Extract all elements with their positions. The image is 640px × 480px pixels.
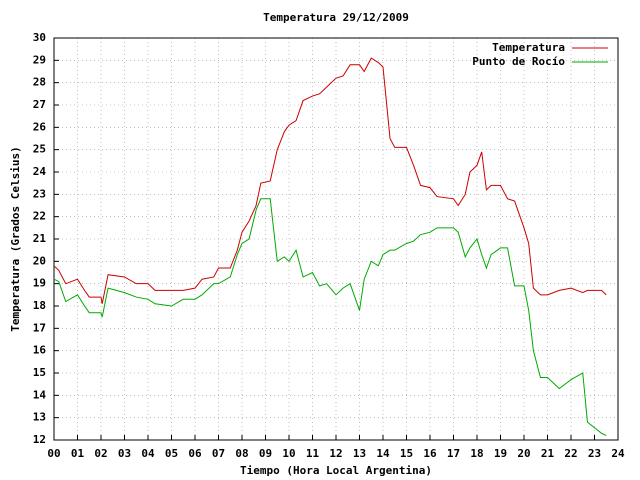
x-tick-label: 03 — [118, 447, 131, 460]
x-axis-label: Tiempo (Hora Local Argentina) — [240, 464, 432, 477]
x-tick-label: 08 — [235, 447, 248, 460]
y-tick-label: 24 — [33, 165, 47, 178]
legend-label: Punto de Rocío — [472, 55, 565, 68]
y-tick-label: 14 — [33, 388, 47, 401]
y-tick-label: 12 — [33, 433, 46, 446]
x-tick-label: 24 — [611, 447, 625, 460]
y-tick-label: 22 — [33, 210, 46, 223]
x-tick-label: 14 — [376, 447, 390, 460]
y-tick-label: 20 — [33, 254, 46, 267]
chart-title: Temperatura 29/12/2009 — [263, 11, 409, 24]
y-tick-label: 19 — [33, 277, 46, 290]
legend-label: Temperatura — [492, 41, 565, 54]
y-tick-label: 25 — [33, 143, 46, 156]
x-tick-label: 15 — [400, 447, 413, 460]
y-tick-label: 21 — [33, 232, 47, 245]
y-tick-label: 30 — [33, 31, 46, 44]
y-tick-label: 27 — [33, 98, 46, 111]
y-tick-label: 26 — [33, 120, 47, 133]
x-tick-label: 16 — [423, 447, 437, 460]
x-tick-label: 01 — [71, 447, 85, 460]
y-tick-label: 15 — [33, 366, 46, 379]
x-tick-label: 07 — [212, 447, 225, 460]
x-tick-label: 09 — [259, 447, 272, 460]
plot-frame — [53, 37, 619, 441]
series-line — [53, 57, 607, 304]
x-tick-label: 10 — [282, 447, 295, 460]
y-tick-label: 29 — [33, 53, 46, 66]
x-tick-label: 13 — [353, 447, 366, 460]
x-tick-label: 23 — [588, 447, 601, 460]
x-tick-label: 21 — [541, 447, 555, 460]
x-tick-label: 04 — [141, 447, 155, 460]
x-tick-label: 22 — [564, 447, 577, 460]
x-tick-label: 12 — [329, 447, 342, 460]
y-tick-label: 16 — [33, 344, 47, 357]
y-axis-label: Temperatura (Grados Celsius) — [9, 146, 22, 331]
x-tick-label: 06 — [188, 447, 202, 460]
x-tick-label: 02 — [94, 447, 107, 460]
y-tick-label: 17 — [33, 321, 46, 334]
y-tick-label: 28 — [33, 76, 46, 89]
x-tick-label: 18 — [470, 447, 483, 460]
x-tick-label: 19 — [494, 447, 507, 460]
x-tick-label: 20 — [517, 447, 530, 460]
y-tick-label: 13 — [33, 411, 46, 424]
x-tick-label: 05 — [165, 447, 178, 460]
series-line — [53, 198, 607, 436]
x-tick-label: 11 — [306, 447, 320, 460]
y-tick-label: 23 — [33, 187, 46, 200]
x-tick-label: 17 — [447, 447, 460, 460]
y-tick-label: 18 — [33, 299, 46, 312]
x-tick-label: 00 — [47, 447, 60, 460]
